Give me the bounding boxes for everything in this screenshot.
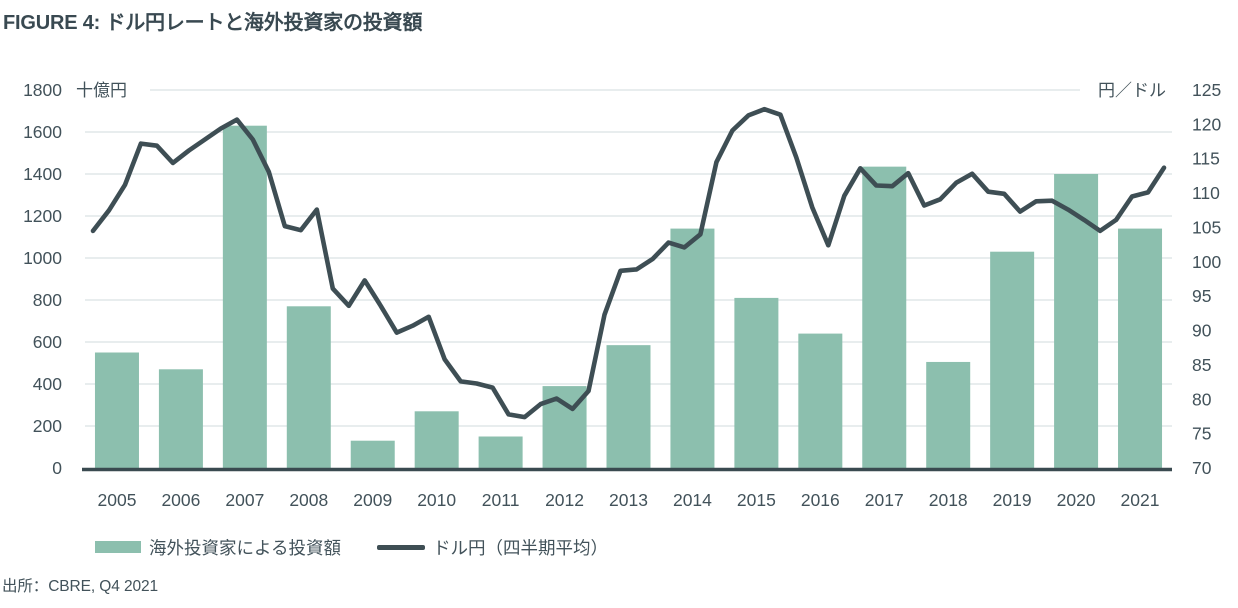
bar-2006 — [158, 369, 203, 468]
left-tick-0: 0 — [52, 458, 62, 478]
x-tick-2015: 2015 — [737, 490, 776, 510]
right-tick-115: 115 — [1192, 149, 1220, 169]
legend-item-usdjpy: ドル円（四半期平均） — [376, 535, 608, 560]
right-tick-70: 70 — [1192, 458, 1212, 478]
x-tick-2008: 2008 — [289, 490, 328, 510]
bar-2017 — [862, 166, 907, 468]
x-tick-2007: 2007 — [225, 490, 264, 510]
x-tick-2016: 2016 — [801, 490, 840, 510]
left-tick-1400: 1400 — [23, 164, 62, 184]
x-tick-2012: 2012 — [545, 490, 584, 510]
x-tick-2009: 2009 — [353, 490, 392, 510]
left-tick-200: 200 — [33, 416, 62, 436]
right-tick-105: 105 — [1192, 217, 1221, 237]
bar-2020 — [1054, 174, 1099, 468]
left-tick-800: 800 — [33, 290, 62, 310]
legend-item-investment: 海外投資家による投資額 — [95, 535, 341, 560]
x-tick-2006: 2006 — [161, 490, 200, 510]
x-tick-2014: 2014 — [673, 490, 712, 510]
x-tick-2017: 2017 — [865, 490, 904, 510]
right-tick-100: 100 — [1192, 252, 1221, 272]
x-tick-2020: 2020 — [1057, 490, 1096, 510]
bar-2014 — [670, 228, 715, 468]
x-tick-2019: 2019 — [993, 490, 1032, 510]
bar-2019 — [990, 251, 1035, 468]
combo-chart: 0 200 400 600 800 1000 1200 1400 1600 1800 70 75 80 8… — [23, 80, 1221, 510]
legend-label-investment: 海外投資家による投資額 — [149, 537, 341, 558]
figure-title: FIGURE 4: ドル円レートと海外投資家の投資額 — [3, 12, 423, 34]
right-tick-95: 95 — [1192, 286, 1211, 306]
bar-2005 — [94, 352, 139, 468]
bar-2013 — [606, 345, 651, 468]
bar-2009 — [350, 440, 395, 468]
x-tick-2010: 2010 — [417, 490, 456, 510]
x-tick-2013: 2013 — [609, 490, 648, 510]
right-tick-110: 110 — [1192, 183, 1220, 203]
right-tick-125: 125 — [1192, 80, 1221, 100]
bar-2011 — [478, 436, 523, 468]
bar-2010 — [414, 411, 459, 468]
left-tick-1800: 1800 — [23, 80, 62, 100]
right-tick-85: 85 — [1192, 355, 1211, 375]
right-axis-unit-label: 円／ドル — [1098, 81, 1166, 100]
right-tick-80: 80 — [1192, 389, 1212, 409]
left-tick-1200: 1200 — [23, 206, 62, 226]
chart-legend: 海外投資家による投資額 ドル円（四半期平均） — [95, 534, 608, 560]
left-tick-400: 400 — [33, 374, 62, 394]
right-tick-90: 90 — [1192, 321, 1212, 341]
bar-2015 — [734, 297, 779, 468]
x-tick-2011: 2011 — [482, 490, 520, 510]
x-tick-2005: 2005 — [98, 490, 137, 510]
bar-swatch-icon — [95, 541, 141, 553]
chart-area: 0 200 400 600 800 1000 1200 1400 1600 1800 70 75 80 8… — [0, 75, 1238, 520]
line-swatch-icon — [376, 544, 425, 550]
x-tick-2018: 2018 — [929, 490, 968, 510]
right-tick-120: 120 — [1192, 114, 1221, 134]
legend-label-usdjpy: ドル円（四半期平均） — [432, 537, 608, 558]
left-tick-1600: 1600 — [23, 122, 62, 142]
right-tick-75: 75 — [1192, 424, 1211, 444]
source-note: 出所：CBRE, Q4 2021 — [2, 578, 159, 595]
left-tick-600: 600 — [33, 332, 62, 352]
x-tick-2021: 2021 — [1121, 490, 1160, 510]
bar-2007 — [222, 125, 267, 468]
bar-2021 — [1118, 228, 1163, 468]
bar-2008 — [286, 306, 331, 468]
bar-2018 — [926, 361, 971, 468]
bar-2016 — [798, 333, 843, 468]
left-tick-1000: 1000 — [23, 248, 62, 268]
left-axis-unit-label: 十億円 — [76, 81, 127, 100]
usdjpy-line — [90, 106, 1167, 420]
